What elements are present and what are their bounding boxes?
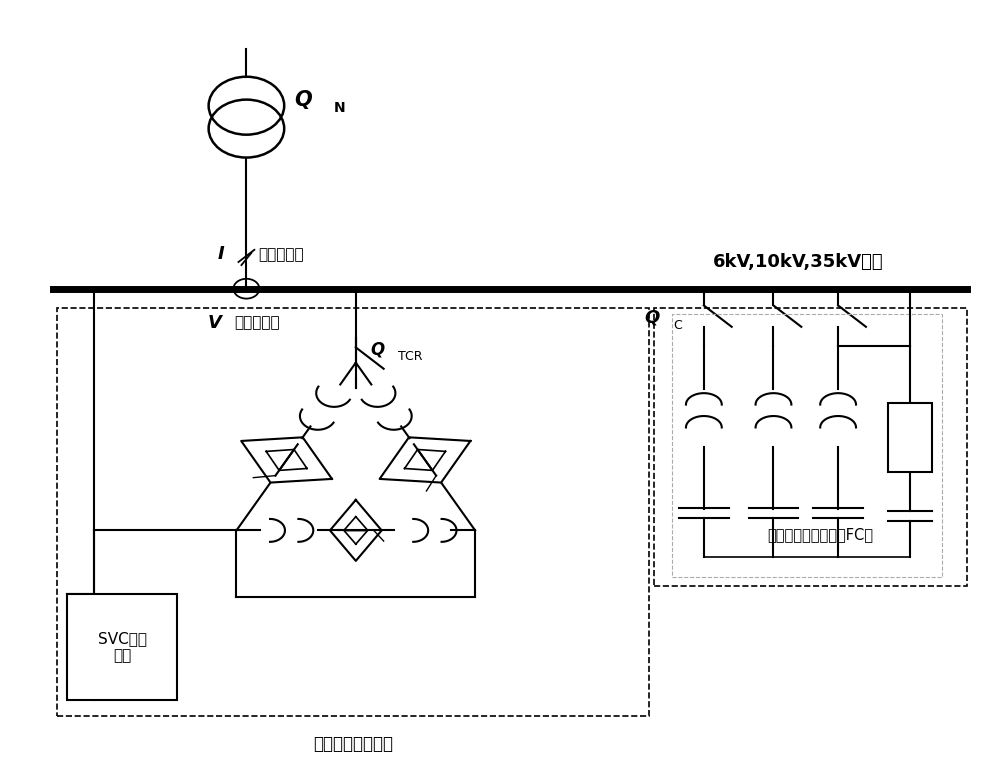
Text: 电压互感器: 电压互感器 (234, 316, 280, 330)
Text: I: I (218, 246, 225, 263)
Text: V: V (208, 314, 222, 332)
Bar (888, 403, 932, 472)
Bar (67, 594, 177, 700)
Bar (57, 308, 649, 716)
Text: C: C (673, 319, 682, 332)
Text: N: N (334, 101, 346, 115)
Text: Q: Q (294, 90, 312, 110)
Text: Q: Q (644, 309, 659, 326)
Bar (672, 314, 942, 577)
Text: 6kV,10kV,35kV母线: 6kV,10kV,35kV母线 (713, 253, 884, 271)
Text: 晶闸管控制电抗器: 晶闸管控制电抗器 (313, 735, 393, 753)
Text: 高次谐波滤波电容（FC）: 高次谐波滤波电容（FC） (768, 527, 874, 542)
Bar (654, 308, 967, 586)
Text: Q: Q (371, 341, 385, 359)
Text: 电流互感器: 电流互感器 (258, 247, 304, 262)
Text: SVC控制
系统: SVC控制 系统 (98, 631, 147, 664)
Text: TCR: TCR (398, 350, 422, 363)
